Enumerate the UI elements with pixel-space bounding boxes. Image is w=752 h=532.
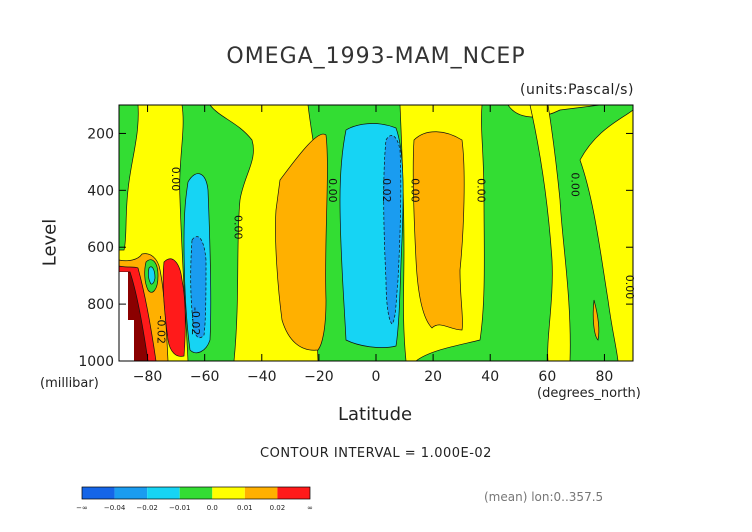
- band-blue-equatorial-core: [383, 135, 402, 325]
- x-tick-label: −40: [247, 369, 277, 385]
- colorbar-swatch: [114, 487, 148, 499]
- contour-label: -0.02: [155, 315, 168, 343]
- contour-label: 0.02: [380, 178, 393, 203]
- y-tick-label: 1000: [78, 354, 114, 370]
- band-orange-north-patch: [592, 299, 600, 341]
- x-tick-label: −80: [133, 369, 163, 385]
- colorbar-label: 0.01: [237, 504, 253, 512]
- x-axis-label: Latitude: [338, 404, 413, 425]
- x-axis-units: (degrees_north): [537, 386, 641, 401]
- contour-label: 0.00: [569, 172, 582, 197]
- y-tick-label: 600: [87, 240, 114, 256]
- chart-title: OMEGA_1993-MAM_NCEP: [226, 44, 526, 69]
- band-yellow-north-tongue: [529, 105, 571, 361]
- x-tick-label: 60: [538, 369, 556, 385]
- colorbar-label: −∞: [76, 504, 88, 512]
- mean-footnote: (mean) lon:0..357.5: [484, 490, 604, 504]
- colorbar-label: −0.04: [104, 504, 126, 512]
- colorbar: −∞ −0.04 −0.02 −0.01 0.0 0.01 0.02 ∞: [76, 486, 313, 512]
- band-orange-north-cell: [412, 131, 465, 331]
- y-tick-label: 200: [87, 126, 114, 142]
- colorbar-label: −0.02: [136, 504, 157, 512]
- x-tick-label: 80: [596, 369, 614, 385]
- colorbar-swatch: [277, 487, 310, 499]
- masked-terrain: [119, 272, 134, 361]
- colorbar-label: ∞: [307, 504, 313, 512]
- colorbar-frame: [81, 486, 311, 500]
- y-axis-ticks: 200 400 600 800 1000: [78, 126, 633, 370]
- x-tick-label: 0: [372, 369, 381, 385]
- x-tick-label: 20: [424, 369, 442, 385]
- band-green-west-edge: [119, 105, 139, 251]
- contour-labels: 0.00 0.00 0.00 0.02 0.00 0.00 0.00 0.00 -0.02 -0.…: [155, 167, 636, 344]
- band-orange-south-cell: [275, 133, 328, 351]
- y-tick-label: 800: [87, 297, 114, 313]
- contour-label: 0.00: [232, 215, 245, 240]
- contour-label: -0.02: [189, 307, 202, 335]
- colorbar-swatch: [244, 487, 278, 499]
- contour-label: 0.00: [326, 178, 339, 203]
- x-tick-label: −60: [190, 369, 220, 385]
- x-tick-label: −20: [304, 369, 334, 385]
- colorbar-swatch: [179, 487, 213, 499]
- colorbar-label: −0.01: [169, 504, 190, 512]
- contour-field: [119, 105, 633, 361]
- contour-label: 0.00: [409, 178, 422, 203]
- band-yellow-north-edge: [579, 109, 633, 361]
- units-label: (units:Pascal/s): [520, 82, 634, 98]
- x-tick-label: 40: [481, 369, 499, 385]
- colorbar-swatch: [82, 487, 115, 499]
- band-green-northern: [415, 105, 633, 361]
- band-red-cell: [162, 258, 186, 357]
- contour-interval-note: CONTOUR INTERVAL = 1.000E-02: [260, 446, 492, 461]
- band-cyan-lobe: [147, 266, 156, 285]
- y-axis-units: (millibar): [40, 376, 99, 391]
- y-tick-label: 400: [87, 183, 114, 199]
- contour-label: 0.00: [474, 178, 487, 203]
- contour-label: 0.00: [169, 167, 182, 192]
- band-blue-south-core: [190, 236, 207, 339]
- colorbar-swatch: [212, 487, 245, 499]
- colorbar-swatch: [147, 487, 180, 499]
- x-axis-ticks: −80 −60 −40 −20 0 20 40 60 80: [133, 105, 614, 385]
- contour-label: 0.00: [623, 275, 636, 300]
- colorbar-label: 0.02: [270, 504, 286, 512]
- colorbar-label: 0.0: [207, 504, 218, 512]
